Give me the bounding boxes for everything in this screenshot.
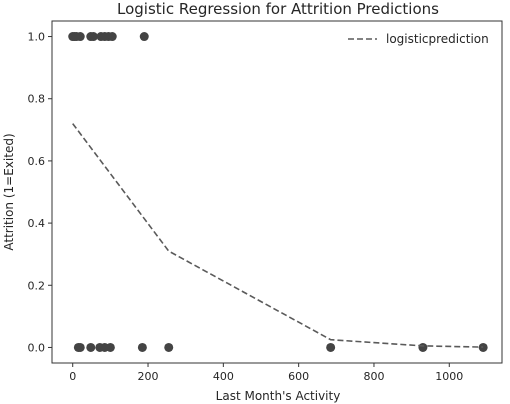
x-tick-label: 600 (288, 370, 309, 383)
data-point (75, 342, 85, 352)
x-tick-label: 0 (69, 370, 76, 383)
data-point (105, 342, 115, 352)
y-axis-ticks: 0.0 0.2 0.4 0.6 0.8 1.0 (28, 31, 52, 354)
x-tick-label: 200 (138, 370, 159, 383)
x-tick-label: 1000 (435, 370, 463, 383)
x-axis-label: Last Month's Activity (216, 389, 341, 403)
data-point (326, 342, 336, 352)
data-point (164, 342, 174, 352)
data-point (75, 32, 85, 42)
data-point (88, 32, 98, 42)
y-tick-label: 1.0 (28, 31, 46, 44)
x-tick-label: 400 (213, 370, 234, 383)
chart-title: Logistic Regression for Attrition Predic… (117, 0, 439, 18)
data-point (107, 32, 117, 42)
x-axis-ticks: 0 200 400 600 800 1000 (69, 363, 463, 383)
logistic-prediction-line (72, 123, 484, 348)
x-tick-label: 800 (363, 370, 384, 383)
data-point (137, 342, 147, 352)
y-tick-label: 0.2 (28, 279, 46, 292)
y-tick-label: 0.6 (28, 155, 46, 168)
data-point (86, 342, 96, 352)
y-tick-label: 0.0 (28, 341, 46, 354)
plot-area-frame (51, 20, 503, 364)
data-point (418, 342, 428, 352)
data-point (139, 32, 149, 42)
legend: logisticprediction (348, 32, 489, 46)
y-axis-label: Attrition (1=Exited) (2, 133, 16, 250)
y-tick-label: 0.8 (28, 93, 46, 106)
legend-label: logisticprediction (386, 32, 489, 46)
scatter-points (68, 32, 488, 352)
y-tick-label: 0.4 (28, 217, 46, 230)
